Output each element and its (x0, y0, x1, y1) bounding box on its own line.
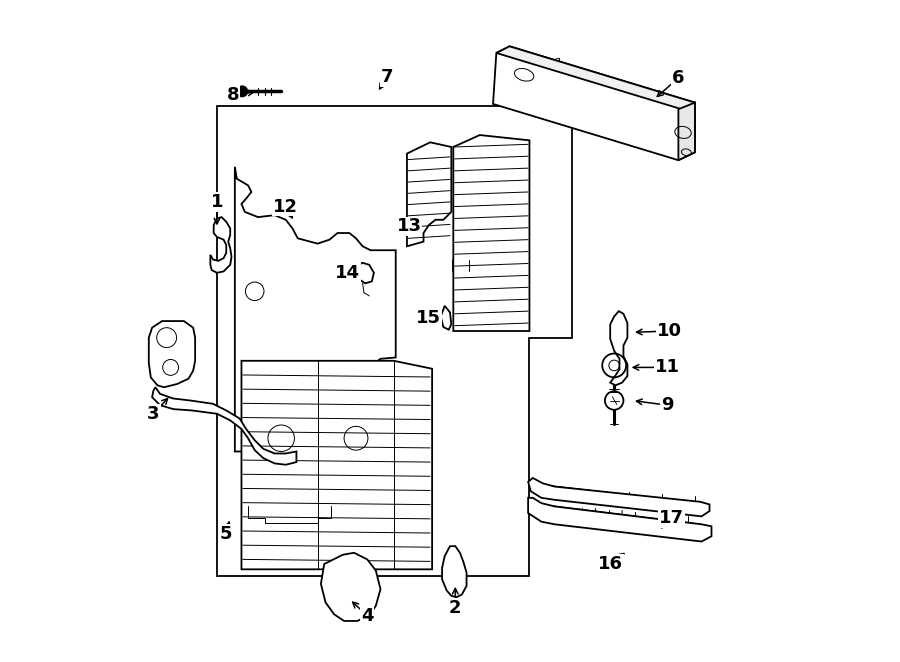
Text: 7: 7 (381, 68, 393, 86)
Circle shape (237, 86, 248, 97)
Polygon shape (152, 387, 296, 465)
Polygon shape (354, 263, 373, 283)
Text: 9: 9 (661, 396, 673, 414)
Text: 10: 10 (657, 322, 682, 340)
Text: 11: 11 (654, 358, 680, 377)
Polygon shape (679, 103, 695, 160)
Polygon shape (407, 142, 451, 246)
Polygon shape (442, 546, 466, 597)
Polygon shape (496, 46, 695, 109)
Text: 6: 6 (672, 69, 685, 87)
Polygon shape (211, 217, 231, 273)
Polygon shape (217, 106, 572, 576)
Polygon shape (528, 478, 709, 516)
Text: 2: 2 (449, 598, 462, 617)
Polygon shape (454, 135, 529, 331)
Text: 3: 3 (148, 404, 159, 423)
Text: 17: 17 (660, 508, 684, 527)
Polygon shape (610, 311, 627, 385)
Polygon shape (148, 321, 195, 387)
Text: 8: 8 (227, 86, 239, 105)
Text: 16: 16 (598, 555, 623, 573)
Polygon shape (493, 46, 695, 160)
Polygon shape (528, 498, 712, 542)
Text: 12: 12 (274, 197, 298, 216)
Polygon shape (235, 167, 396, 451)
Polygon shape (321, 553, 381, 621)
Polygon shape (241, 361, 432, 569)
Text: 15: 15 (417, 308, 441, 327)
Text: 13: 13 (397, 217, 421, 236)
Text: 5: 5 (220, 524, 232, 543)
Text: 4: 4 (361, 606, 374, 625)
Text: 14: 14 (335, 263, 360, 282)
Polygon shape (441, 306, 451, 330)
Text: 1: 1 (211, 193, 223, 211)
